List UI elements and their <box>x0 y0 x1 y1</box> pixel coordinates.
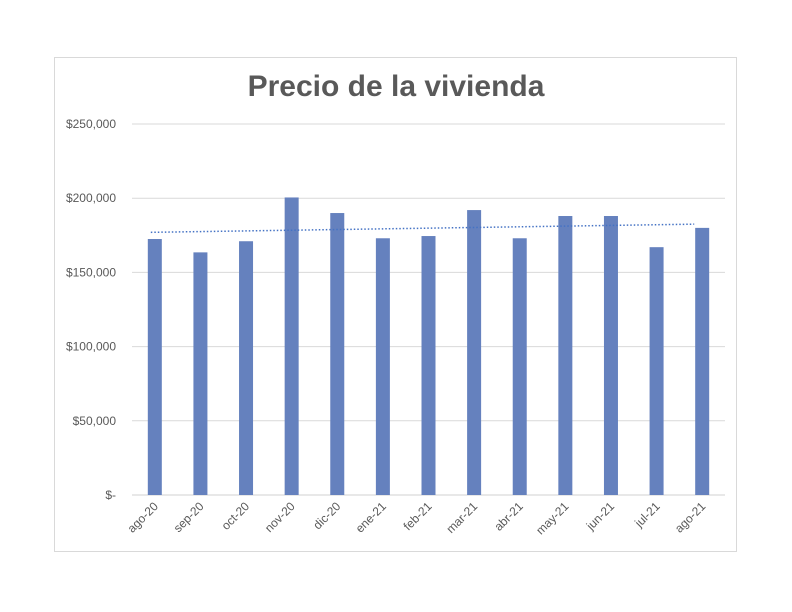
x-tick-label: jul-21 <box>631 499 663 531</box>
bar-ene-21 <box>375 238 390 495</box>
x-tick-label: mar-21 <box>443 499 480 536</box>
x-tick-label: oct-20 <box>219 499 253 533</box>
bar-sep-20 <box>193 252 208 495</box>
bar-may-21 <box>558 216 573 495</box>
x-tick-label: ago-20 <box>125 499 162 536</box>
x-tick-label: dic-20 <box>310 499 343 532</box>
bar-abr-21 <box>512 238 527 495</box>
y-tick-label: $- <box>105 488 116 502</box>
chart-area <box>54 57 737 552</box>
x-tick-label: feb-21 <box>401 499 435 533</box>
x-tick-label: ago-21 <box>672 499 709 536</box>
y-tick-label: $150,000 <box>66 265 116 279</box>
bar-feb-21 <box>421 236 436 496</box>
y-tick-label: $200,000 <box>66 191 116 205</box>
bar-nov-20 <box>284 197 299 495</box>
bar-ago-20 <box>147 239 162 495</box>
bar-mar-21 <box>467 210 482 495</box>
y-tick-label: $100,000 <box>66 340 116 354</box>
y-tick-label: $50,000 <box>73 414 117 428</box>
x-tick-label: sep-20 <box>171 499 207 535</box>
x-tick-label: jun-21 <box>583 499 617 533</box>
bar-oct-20 <box>239 241 254 495</box>
bar-jul-21 <box>649 247 664 495</box>
bar-dic-20 <box>330 213 345 496</box>
x-tick-label: may-21 <box>533 499 571 537</box>
chart-title: Precio de la vivienda <box>247 70 545 103</box>
bar-jun-21 <box>603 216 618 495</box>
x-tick-label: nov-20 <box>262 499 298 535</box>
x-tick-label: ene-21 <box>353 499 390 536</box>
x-tick-label: abr-21 <box>491 499 526 534</box>
trendline <box>150 223 695 234</box>
bar-ago-21 <box>695 227 710 495</box>
y-tick-label: $250,000 <box>66 117 116 131</box>
